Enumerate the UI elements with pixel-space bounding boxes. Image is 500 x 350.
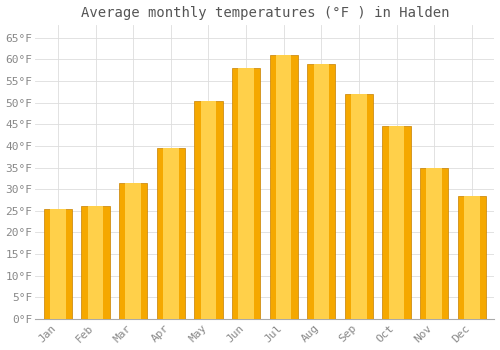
Bar	[276, 55, 291, 319]
Bar	[345, 94, 373, 319]
Bar	[163, 148, 178, 319]
Title: Average monthly temperatures (°F ) in Halden: Average monthly temperatures (°F ) in Ha…	[80, 6, 449, 20]
Bar	[389, 126, 404, 319]
Bar	[200, 100, 216, 319]
Bar	[314, 64, 329, 319]
Bar	[50, 209, 66, 319]
Bar	[82, 206, 110, 319]
Bar	[382, 126, 410, 319]
Bar	[156, 148, 185, 319]
Bar	[44, 209, 72, 319]
Bar	[88, 206, 104, 319]
Bar	[307, 64, 336, 319]
Bar	[464, 196, 479, 319]
Bar	[458, 196, 486, 319]
Bar	[232, 68, 260, 319]
Bar	[270, 55, 298, 319]
Bar	[119, 183, 148, 319]
Bar	[126, 183, 141, 319]
Bar	[194, 100, 222, 319]
Bar	[420, 168, 448, 319]
Bar	[426, 168, 442, 319]
Bar	[351, 94, 366, 319]
Bar	[238, 68, 254, 319]
